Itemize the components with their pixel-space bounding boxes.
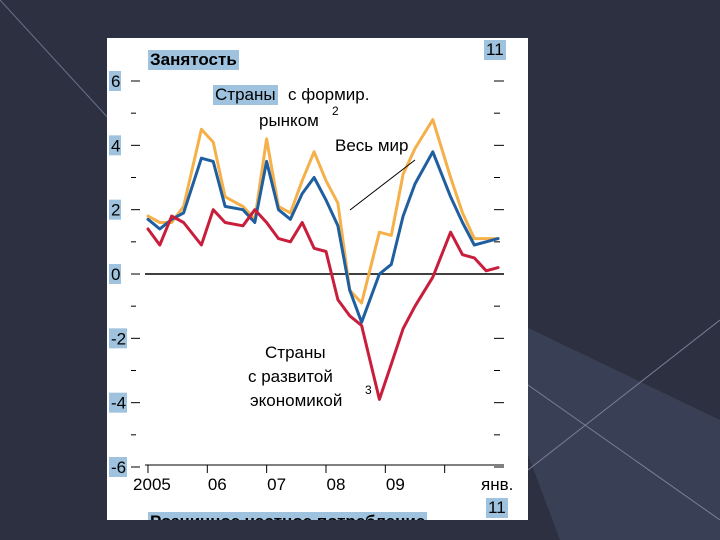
y-axis-left: 6 4 2 0 -2 -4 -6 <box>109 71 140 477</box>
x-tick-label: 07 <box>267 475 286 494</box>
y-tick-label: -2 <box>111 329 126 348</box>
emerging-label-line2: рынком <box>259 111 319 130</box>
x-tick-label: 06 <box>208 475 227 494</box>
y-tick-label: 4 <box>111 136 120 155</box>
y-tick-label-bg <box>109 199 121 220</box>
series-line-0 <box>146 118 500 305</box>
x-tick-label: 2005 <box>133 475 171 494</box>
emerging-label-line1-rest: с формир. <box>288 85 370 104</box>
x-tick-label: 08 <box>327 475 346 494</box>
y-tick-label-bg <box>109 457 127 477</box>
corner-label-top: 11 <box>484 40 506 60</box>
next-chart-title-cut: Розничное частное потребление <box>148 512 428 520</box>
emerging-label-footnote: 2 <box>332 104 339 118</box>
emerging-label-line1-hl: Страны <box>213 85 278 105</box>
series-line-1 <box>146 150 500 324</box>
advanced-label-footnote: 3 <box>365 383 372 397</box>
y-tick-label-bg <box>109 71 121 91</box>
y-tick-label: -6 <box>111 458 126 477</box>
world-label: Весь мир <box>335 136 409 155</box>
y-tick-label: 6 <box>111 72 120 91</box>
x-axis: 2005 06 07 08 09 янв. <box>133 465 513 494</box>
series-layer <box>146 118 500 401</box>
y-tick-label-bg <box>109 392 127 413</box>
chart-image: 6 4 2 0 -2 -4 -6 2005 06 07 08 09 янв. Занятость 11… <box>107 38 528 520</box>
y-tick-label: -4 <box>111 394 126 413</box>
y-tick-label: 0 <box>111 265 120 284</box>
y-tick-label-bg <box>109 264 121 284</box>
x-tick-label: 09 <box>386 475 405 494</box>
x-tick-label: янв. <box>481 475 513 494</box>
advanced-label-line1: Страны <box>265 343 326 362</box>
y-tick-label: 2 <box>111 201 120 220</box>
corner-label-bottom: 11 <box>486 498 508 518</box>
chart-title: Занятость <box>148 50 239 70</box>
advanced-label-line2: с развитой <box>248 367 333 386</box>
world-label-pointer <box>349 159 416 211</box>
y-tick-label-bg <box>109 328 127 349</box>
series-line-2 <box>146 208 500 401</box>
y-tick-label-bg <box>109 135 121 156</box>
y-axis-right <box>494 80 504 468</box>
chart-canvas: 6 4 2 0 -2 -4 -6 2005 06 07 08 09 янв. <box>109 71 513 494</box>
advanced-label-line3: экономикой <box>250 391 343 410</box>
